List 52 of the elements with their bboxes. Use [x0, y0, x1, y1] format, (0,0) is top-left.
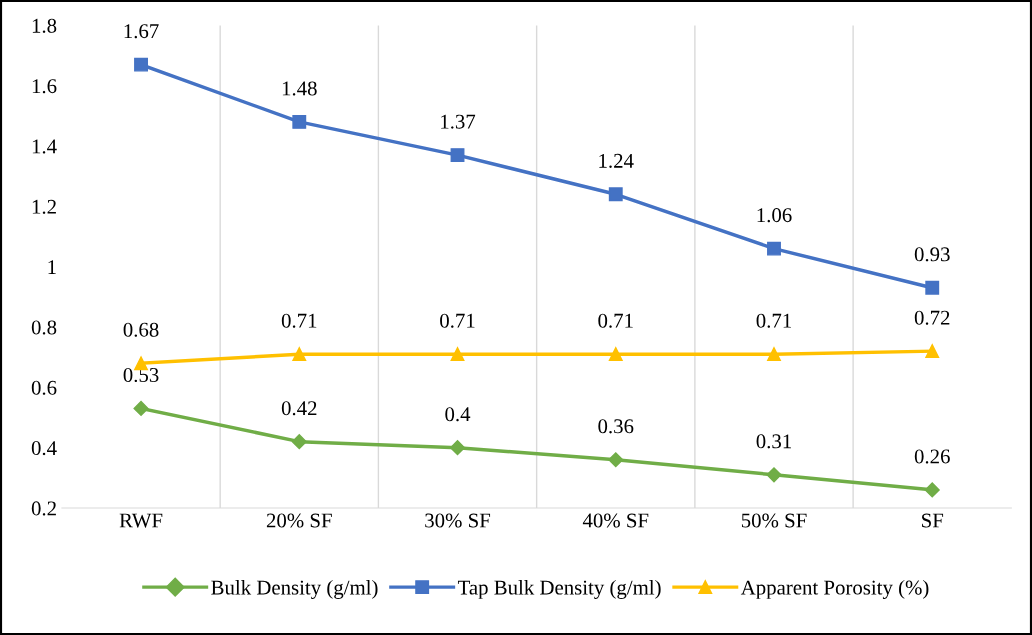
- point: [608, 347, 623, 362]
- x-tick-label: SF: [922, 513, 944, 528]
- x-tick-label: 20% SF: [266, 513, 332, 528]
- point: [134, 57, 148, 72]
- x-tick-label: RWF: [119, 513, 163, 528]
- y-tick-label: 1.8: [32, 18, 57, 33]
- legend-label: Apparent Porosity (%): [740, 579, 929, 599]
- point: [292, 347, 307, 362]
- y-tick-label: 1.2: [32, 199, 56, 214]
- data-label: 1.48: [282, 81, 317, 96]
- data-label: 1.24: [599, 153, 634, 168]
- data-label: 0.71: [440, 313, 475, 328]
- point: [450, 347, 465, 362]
- data-label: 0.36: [598, 419, 634, 434]
- data-label: 0.72: [914, 310, 950, 325]
- data-label: 0.71: [281, 313, 317, 328]
- point: [450, 148, 465, 163]
- y-tick-label: 1: [48, 260, 56, 274]
- data-label: 1.37: [441, 114, 476, 129]
- y-tick-label: 0.8: [31, 320, 57, 335]
- y-tick-label: 0.2: [31, 501, 56, 516]
- data-label: 0.68: [123, 322, 159, 337]
- point: [608, 452, 624, 468]
- data-label: 0.93: [914, 247, 950, 262]
- x-tick-label: 30% SF: [425, 513, 491, 528]
- point: [766, 467, 782, 483]
- data-label: 0.71: [756, 313, 791, 328]
- data-label: 1.06: [757, 208, 792, 223]
- point: [925, 280, 940, 295]
- y-tick-label: 1.6: [32, 79, 57, 94]
- point: [767, 241, 781, 256]
- point: [449, 440, 466, 456]
- point: [291, 434, 307, 450]
- data-label: 0.26: [914, 449, 950, 464]
- data-label: 0.71: [598, 313, 633, 328]
- legend-label: Bulk Density (g/ml): [211, 579, 378, 599]
- x-tick-label: 40% SF: [582, 513, 649, 528]
- point: [924, 482, 940, 498]
- x-tick-label: 50% SF: [741, 513, 807, 528]
- legend-label: Tap Bulk Density (g/ml): [457, 579, 661, 599]
- data-label: 0.4: [445, 407, 471, 422]
- point: [608, 187, 623, 202]
- point: [767, 347, 781, 362]
- point: [133, 400, 149, 417]
- point: [292, 114, 307, 129]
- point: [925, 344, 940, 359]
- y-tick-label: 1.4: [32, 139, 57, 154]
- y-tick-label: 0.4: [31, 441, 57, 456]
- data-label: 0.31: [756, 434, 791, 449]
- data-label: 1.67: [124, 24, 159, 39]
- data-label: 0.42: [281, 401, 317, 416]
- y-tick-label: 0.6: [31, 380, 57, 395]
